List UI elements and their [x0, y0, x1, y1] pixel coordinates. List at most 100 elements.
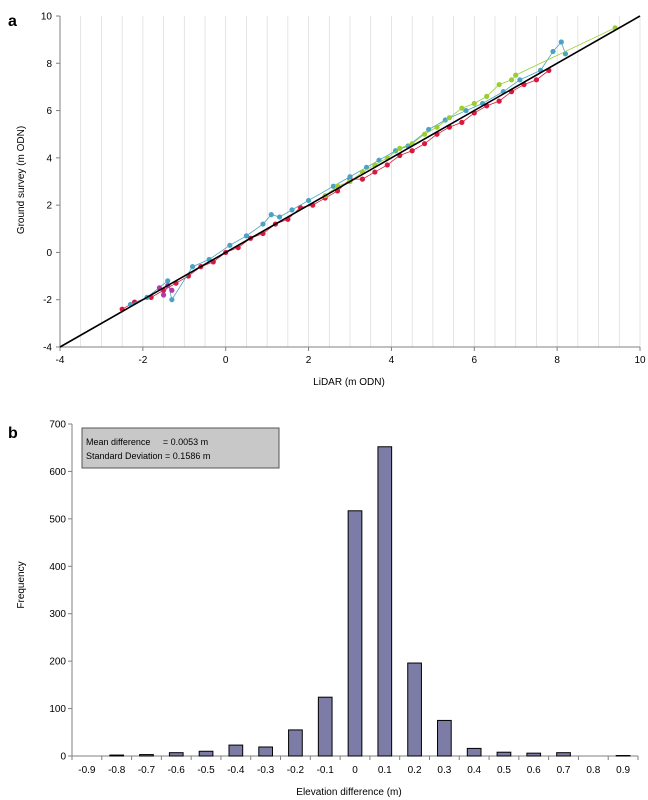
panel-a-label: a [8, 13, 17, 30]
histogram-bars [109, 446, 631, 757]
histogram-y-tick-label: 300 [49, 609, 66, 620]
scatter-point [276, 214, 283, 220]
scatter-point [421, 141, 428, 147]
scatter-point [305, 197, 312, 204]
histogram-bar [437, 719, 452, 757]
histogram-y-tick-label: 0 [60, 752, 66, 763]
scatter-point [550, 48, 556, 55]
scatter-point [463, 107, 469, 114]
histogram-bar [496, 751, 512, 757]
histogram-y-tick-label: 500 [49, 514, 66, 525]
scatter-point [169, 297, 175, 303]
histogram-bar [109, 754, 125, 757]
standard-deviation-text: Standard Deviation = 0.1586 m [86, 451, 210, 461]
histogram-x-tick-label: -0.3 [257, 765, 275, 776]
scatter-y-axis-label: Ground survey (m ODN) [16, 126, 27, 234]
scatter-y-tick-label: -2 [43, 295, 52, 306]
scatter-x-tick-label: -2 [138, 355, 147, 366]
histogram-bar [407, 662, 422, 757]
histogram-x-tick-label: -0.8 [108, 765, 126, 776]
scatter-x-tick-label: 2 [306, 355, 312, 366]
histogram-x-tick-label: 0.8 [586, 765, 600, 776]
histogram-y-tick-label: 400 [49, 562, 66, 573]
histogram-x-ticks: -0.9 -0.8 -0.7 -0.6 -0.5 -0.4 -0.3 -0.2 -0.1 0 0.1… [71, 756, 639, 776]
scatter-point [409, 148, 415, 154]
scatter-y-tick-label: 10 [41, 12, 53, 23]
scatter-point [289, 207, 295, 213]
scatter-x-tick-label: 6 [472, 355, 478, 366]
histogram-y-ticks: 0 100 200 300 400 500 600 700 [49, 420, 72, 763]
histogram-x-tick-label: 0.5 [497, 765, 511, 776]
scatter-y-ticks: -4 -2 0 2 4 6 8 10 [41, 12, 60, 354]
scatter-x-tick-label: 0 [223, 355, 229, 366]
histogram-bar [258, 746, 273, 757]
scatter-point [363, 164, 370, 170]
histogram-y-tick-label: 100 [49, 704, 66, 715]
scatter-series [119, 25, 618, 312]
scatter-point [160, 292, 167, 298]
scatter-point [562, 51, 569, 57]
scatter-point [426, 126, 432, 133]
scatter-x-tick-label: -4 [56, 355, 65, 366]
histogram-y-tick-label: 700 [49, 420, 66, 431]
histogram-bar [466, 747, 482, 757]
scatter-point [227, 242, 233, 248]
histogram-bar [556, 752, 571, 757]
scatter-gridlines [59, 16, 641, 347]
scatter-point [459, 119, 465, 125]
histogram-x-tick-label: 0.6 [527, 765, 541, 776]
scatter-y-tick-label: -4 [43, 343, 52, 354]
histogram-x-axis-label: Elevation difference (m) [296, 787, 401, 798]
scatter-point [372, 169, 378, 175]
scatter-point [459, 105, 465, 111]
scatter-y-tick-label: 2 [46, 201, 52, 212]
histogram-bar [139, 754, 154, 757]
scatter-y-tick-label: 4 [46, 153, 52, 164]
scatter-point [376, 157, 382, 163]
histogram-x-tick-label: -0.7 [138, 765, 156, 776]
scatter-point [484, 93, 490, 99]
scatter-series-line [130, 41, 566, 305]
histogram-x-tick-label: 0.3 [437, 765, 451, 776]
histogram-bar [526, 752, 542, 757]
histogram-x-tick-label: -0.9 [78, 765, 96, 776]
scatter-point [496, 81, 502, 88]
scatter-point [434, 124, 440, 130]
histogram-bar [198, 750, 214, 757]
histogram-x-tick-label: 0.1 [378, 765, 392, 776]
histogram-x-tick-label: -0.1 [317, 765, 335, 776]
scatter-point [508, 77, 515, 83]
scatter-x-tick-label: 4 [389, 355, 395, 366]
histogram-bar [168, 752, 184, 757]
mean-difference-text: Mean difference = 0.0053 m [86, 437, 208, 447]
histogram-x-tick-label: 0 [352, 765, 358, 776]
scatter-series-green [322, 25, 618, 199]
scatter-point [397, 145, 403, 151]
scatter-x-ticks: -4 -2 0 2 4 6 8 10 [56, 347, 646, 366]
scatter-point [268, 212, 274, 218]
scatter-point [421, 131, 428, 137]
scatter-point [533, 77, 540, 83]
scatter-series-blue [127, 39, 569, 308]
scatter-point [471, 100, 477, 107]
scatter-point [513, 72, 519, 78]
scatter-x-tick-label: 10 [634, 355, 646, 366]
scatter-point [517, 77, 523, 83]
histogram-bar [377, 446, 393, 757]
scatter-point [359, 176, 366, 182]
histogram-x-tick-label: -0.2 [287, 765, 305, 776]
scatter-series-line [159, 284, 173, 296]
histogram-x-tick-label: 0.7 [557, 765, 571, 776]
scatter-point [446, 115, 453, 121]
scatter-point [496, 98, 502, 104]
scatter-point [169, 287, 175, 293]
scatter-y-tick-label: 6 [46, 106, 52, 117]
stats-box: Mean difference = 0.0053 m Standard Devi… [81, 427, 280, 469]
scatter-point [558, 39, 564, 45]
histogram-bar [288, 729, 303, 757]
histogram-bar [347, 510, 363, 757]
scatter-x-axis-label: LiDAR (m ODN) [313, 377, 385, 388]
histogram-bar [317, 696, 333, 757]
